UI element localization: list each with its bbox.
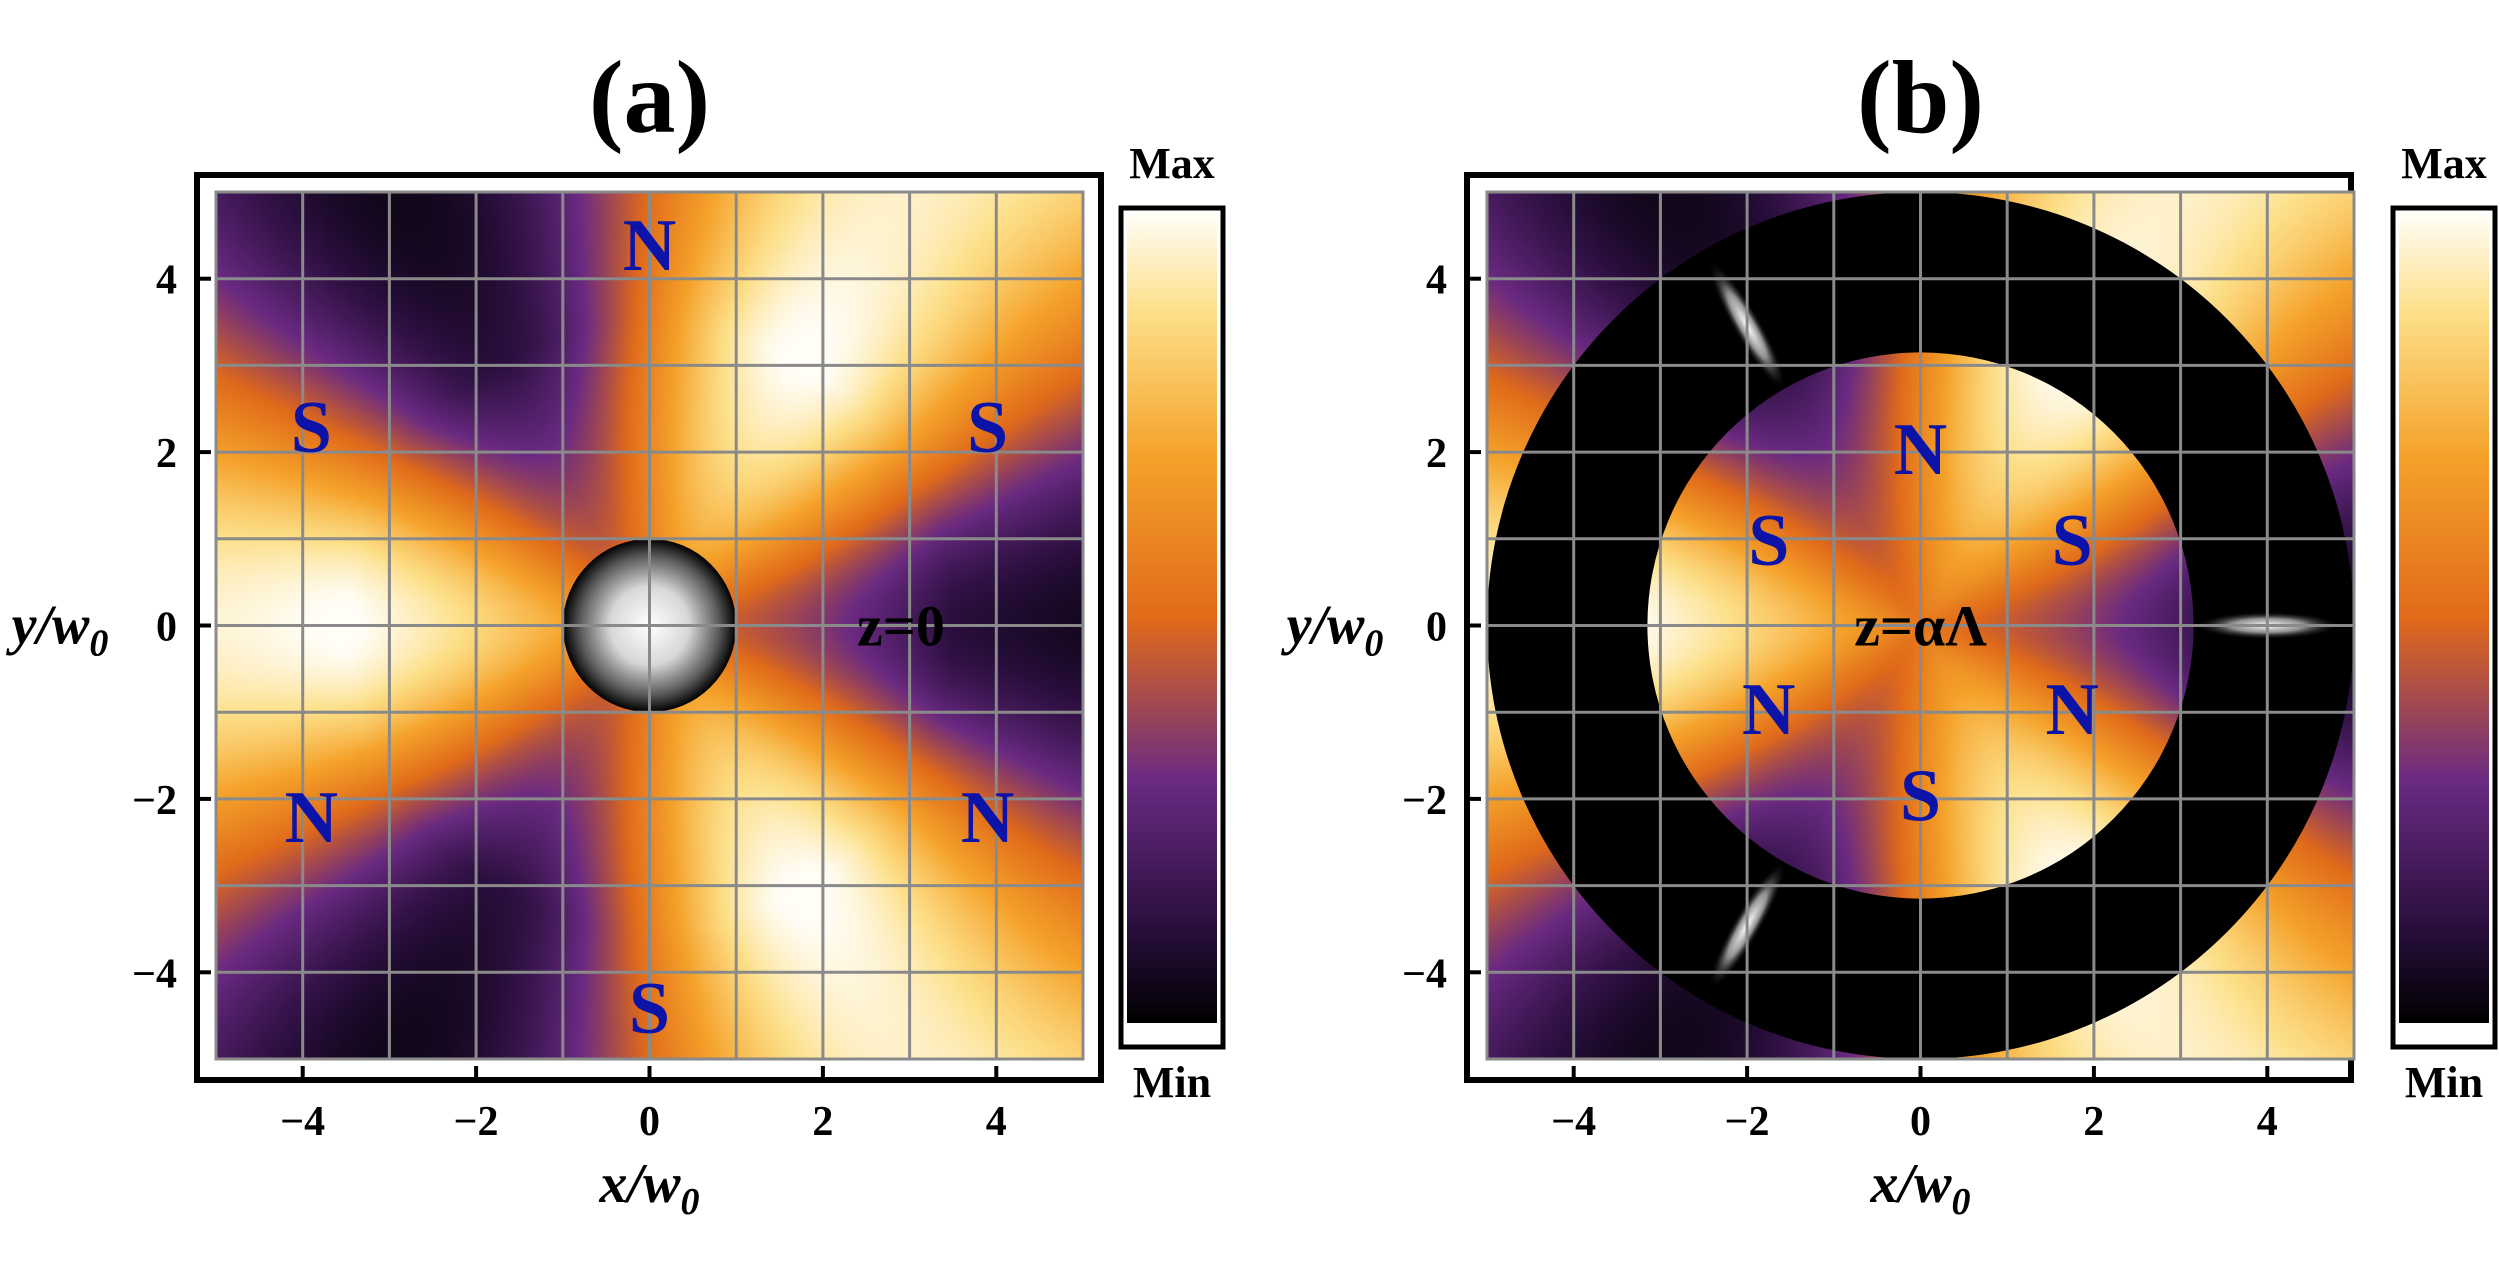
y-tick-label: 0 [156, 605, 177, 651]
panel-a: (a) −4 −2 0 2 4 4 2 0 −2 −4 x/w0 y/w0 z=0 N S S N N S Max Min [6, 40, 1226, 1223]
y-axis-label: y/w0 [1281, 595, 1384, 665]
x-tick-label: −4 [280, 1099, 325, 1145]
pole-label: N [961, 777, 1014, 859]
colorbar-max-label: Max [2401, 139, 2487, 188]
colorbar-min-label: Min [1133, 1058, 1211, 1107]
panel-b: (b) −4 −2 0 2 4 4 2 0 −2 −4 x/w0 y/w0 z=αΛ N S S N N S Max Mi… [1281, 40, 2498, 1223]
pole-label: S [967, 387, 1008, 469]
dark-ring [1487, 191, 2354, 1059]
panel-label: (a) [589, 40, 710, 155]
panel-label: (b) [1857, 40, 1984, 155]
y-tick-label: 4 [1426, 258, 1447, 304]
y-tick-label: 0 [1426, 605, 1447, 651]
pole-label: N [2045, 669, 2098, 751]
x-tick-label: 4 [986, 1099, 1007, 1145]
colorbar-gradient [2399, 214, 2489, 1023]
pole-label: S [2052, 500, 2093, 582]
plot-area-border [1485, 190, 2356, 1061]
x-tick-label: −2 [454, 1099, 499, 1145]
x-tick-label: 2 [2083, 1099, 2104, 1145]
x-tick-label: 2 [812, 1099, 833, 1145]
colorbar-min-label: Min [2405, 1058, 2483, 1107]
y-axis-label: y/w0 [6, 595, 109, 665]
y-tick-label: −2 [132, 778, 177, 824]
pole-label: N [623, 205, 676, 287]
y-tick-label: 4 [156, 258, 177, 304]
y-tick-label: −4 [1402, 951, 1447, 997]
x-tick-label: 0 [639, 1099, 660, 1145]
x-tick-label: 0 [1910, 1099, 1931, 1145]
x-tick-label: −2 [1725, 1099, 1770, 1145]
x-axis-label: x/w0 [599, 1153, 700, 1223]
x-axis-label: x/w0 [1870, 1153, 1971, 1223]
colorbar-max-label: Max [1129, 139, 1215, 188]
y-tick-label: 2 [1426, 431, 1447, 477]
pole-label: S [291, 387, 332, 469]
pole-label: S [629, 968, 670, 1050]
pole-label: S [1748, 500, 1789, 582]
y-tick-label: 2 [156, 431, 177, 477]
pole-label: N [1742, 669, 1795, 751]
y-tick-label: −2 [1402, 778, 1447, 824]
pole-label: N [1894, 409, 1947, 491]
pole-label: S [1900, 756, 1941, 838]
y-tick-label: −4 [132, 951, 177, 997]
plot-area-border [214, 190, 1085, 1061]
x-tick-label: −4 [1551, 1099, 1596, 1145]
pole-label: N [285, 777, 338, 859]
colorbar-gradient [1127, 214, 1217, 1023]
x-tick-label: 4 [2257, 1099, 2278, 1145]
plane-label: z=αΛ [1854, 594, 1987, 659]
plane-label: z=0 [857, 594, 945, 659]
